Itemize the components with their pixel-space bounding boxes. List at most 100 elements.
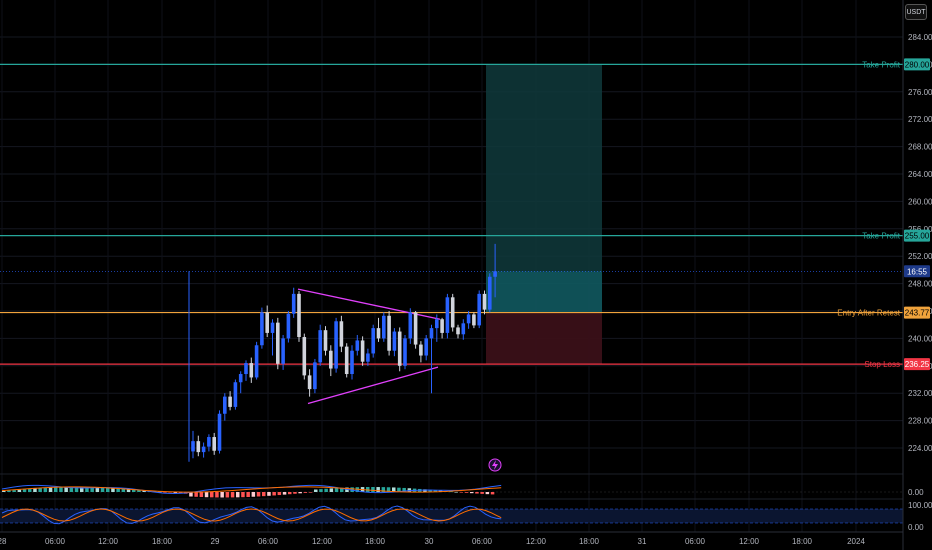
macd-histogram-bar <box>459 492 464 493</box>
macd-histogram-bar <box>80 487 84 492</box>
currency-badge[interactable]: USDT <box>905 4 927 20</box>
macd-histogram-bar <box>262 492 266 497</box>
time-tick-label: 12:00 <box>526 537 547 546</box>
macd-histogram-bar <box>137 489 141 492</box>
candle-body <box>461 323 466 335</box>
rsi-pane: 100.00 0.00 <box>0 498 932 532</box>
macd-histogram-bar <box>423 489 427 492</box>
macd-histogram-bar <box>74 487 79 492</box>
candle-body <box>403 338 407 366</box>
macd-histogram-bar <box>256 492 261 497</box>
candle-body <box>233 382 238 407</box>
macd-histogram-bar <box>475 492 479 494</box>
candle-body <box>291 293 296 314</box>
macd-histogram-bar <box>277 492 282 496</box>
candle-body <box>424 338 428 356</box>
long-position-tool[interactable] <box>486 64 602 365</box>
macd-histogram-bar <box>85 487 89 492</box>
take-profit-2-label: Take Profit <box>862 232 901 241</box>
macd-histogram-bar <box>204 492 209 498</box>
macd-histogram-bar <box>7 490 11 492</box>
candle-body <box>493 271 497 277</box>
stop-loss-tag <box>904 358 930 371</box>
macd-histogram-bar <box>28 488 32 492</box>
macd-histogram-bar <box>267 492 271 496</box>
candle-body <box>429 328 434 339</box>
macd-histogram-bar <box>454 491 458 493</box>
candle-body <box>339 321 344 347</box>
profit-zone <box>486 271 602 313</box>
macd-histogram-bar <box>449 491 453 493</box>
time-tick-label: 28 <box>0 537 7 546</box>
time-tick-label: 12:00 <box>98 537 119 546</box>
macd-histogram-bar <box>319 489 323 492</box>
candle-body <box>260 312 264 346</box>
macd-histogram-bar <box>402 487 406 492</box>
macd-histogram-bar <box>54 487 58 492</box>
macd-histogram-bar <box>230 492 235 498</box>
candle-body <box>249 363 254 378</box>
macd-histogram-bar <box>314 489 318 492</box>
candle-body <box>477 293 481 326</box>
macd-histogram-bar <box>17 489 22 492</box>
time-tick-label: 18:00 <box>792 537 813 546</box>
rsi-signal-line <box>1 508 502 522</box>
macd-histogram-bar <box>111 488 115 492</box>
macd-histogram-bar <box>64 487 68 492</box>
candle-body <box>413 312 418 345</box>
candle-body <box>355 340 360 351</box>
take-profit-1-tag <box>904 58 930 71</box>
macd-histogram-bar <box>246 492 250 497</box>
candle-body <box>297 293 301 338</box>
candle-body <box>350 350 354 375</box>
candle-body <box>387 315 391 351</box>
macd-histogram-bar <box>2 491 6 492</box>
candle-body <box>371 328 375 354</box>
macd-histogram-bar <box>392 487 396 492</box>
chart-grid <box>0 0 903 532</box>
candle-body <box>201 446 206 453</box>
time-axis[interactable]: 28 06:00 12:00 18:00 29 06:00 12:00 18:00 30 06:0… <box>0 531 903 546</box>
price-tick-label: 276.00 <box>908 88 932 97</box>
time-tick-label: 06:00 <box>45 537 66 546</box>
macd-histogram-bar <box>106 487 110 492</box>
candle-body <box>329 350 333 369</box>
macd-histogram-bar <box>470 492 474 494</box>
macd-histogram-bar <box>33 488 37 492</box>
rsi-lower-label: 0.00 <box>908 523 924 532</box>
candle-body <box>408 312 413 339</box>
time-tick-label: 30 <box>425 537 434 546</box>
candle-body <box>466 314 471 324</box>
time-tick-label: 06:00 <box>258 537 279 546</box>
time-tick-label: 18:00 <box>365 537 386 546</box>
macd-histogram-bar <box>480 492 484 494</box>
candle-body <box>217 413 222 451</box>
time-tick-label: 29 <box>211 537 220 546</box>
candle-body <box>382 315 386 339</box>
price-tick-label: 248.00 <box>908 280 932 289</box>
candle-body <box>244 363 248 375</box>
macd-histogram-bar <box>69 487 74 492</box>
candle-body <box>366 353 370 362</box>
triangle-lower-line <box>307 366 439 405</box>
candle-body <box>397 331 402 366</box>
countdown-tag <box>904 265 930 278</box>
lightning-icon[interactable] <box>488 458 502 472</box>
candle-body <box>488 276 492 310</box>
stop-zone <box>486 312 602 365</box>
macd-histogram-bar <box>251 492 256 497</box>
time-tick-label: 18:00 <box>152 537 173 546</box>
macd-histogram-bar <box>485 492 490 495</box>
macd-histogram-bar <box>272 492 276 496</box>
candle-body <box>281 338 285 364</box>
countdown-tag-text: 16:55 <box>907 267 928 276</box>
price-tick-label: 272.00 <box>908 115 932 124</box>
candle-body <box>212 437 216 451</box>
macd-histogram-bar <box>397 487 401 492</box>
candle-body <box>196 441 201 453</box>
candle-body <box>450 297 455 328</box>
price-tick-label: 232.00 <box>908 389 932 398</box>
price-levels[interactable]: Take Profit Take Profit Entry After Retest… <box>0 60 903 369</box>
entry-after-retest-label: Entry After Retest <box>837 309 900 318</box>
